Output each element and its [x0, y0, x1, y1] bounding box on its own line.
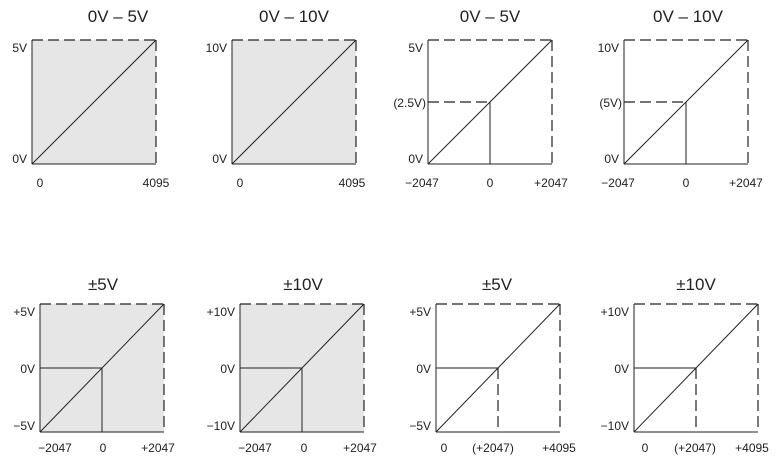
y-label-mid: (5V) [599, 96, 622, 110]
y-label-bottom: 0V [604, 152, 619, 166]
panel-unipolar-5v-offset: 0V – 5V 5V (2.5V) 0V −2047 0 +2047 [393, 7, 568, 190]
y-label-top: +10V [207, 305, 235, 319]
panel-unipolar-10v-offset: 0V – 10V 10V (5V) 0V −2047 0 +2047 [598, 7, 764, 190]
x-label-mid: 0 [301, 441, 308, 455]
panel-title: 0V – 5V [460, 7, 521, 26]
y-label-bottom: 0V [12, 152, 27, 166]
panel-bipolar-10v-unsigned: ±10V +10V 0V −10V 0 (+2047) +4095 [601, 275, 770, 455]
panel-title: ±10V [283, 275, 323, 294]
y-label-top: 10V [206, 41, 227, 55]
y-label-mid: 0V [614, 362, 629, 376]
y-label-top: 5V [408, 41, 423, 55]
x-label-mid: 0 [487, 176, 494, 190]
y-label-top: +5V [13, 305, 35, 319]
transfer-line [633, 303, 759, 433]
panel-title: 0V – 10V [653, 7, 724, 26]
x-label-right: +4095 [542, 441, 576, 455]
x-label-left: 0 [642, 441, 649, 455]
panel-bipolar-5v-shaded: ±5V +5V 0V −5V −2047 0 +2047 [13, 275, 175, 455]
x-label-left: 0 [237, 176, 244, 190]
panel-unipolar-10v-shaded: 0V – 10V 10V 0V 0 4095 [206, 7, 366, 190]
panel-title: 0V – 10V [259, 7, 330, 26]
transfer-line [239, 303, 365, 433]
transfer-line [39, 303, 165, 433]
x-label-right: +2047 [141, 441, 175, 455]
transfer-line [623, 39, 749, 165]
x-label-right: +4095 [735, 441, 769, 455]
x-label-right: +2047 [729, 176, 763, 190]
transfer-line [231, 39, 357, 165]
panel-title: 0V – 5V [88, 7, 149, 26]
panel-title: ±5V [88, 275, 119, 294]
x-label-mid: 0 [100, 441, 107, 455]
y-label-bottom: 0V [408, 152, 423, 166]
y-label-mid: 0V [220, 362, 235, 376]
y-label-mid: 0V [416, 362, 431, 376]
x-label-left: 0 [441, 441, 448, 455]
y-label-top: 10V [598, 41, 619, 55]
x-label-mid: (+2047) [472, 441, 514, 455]
x-label-left: −2047 [601, 176, 635, 190]
x-label-right: +2047 [534, 176, 568, 190]
y-label-bottom: 0V [212, 152, 227, 166]
y-label-top: 5V [12, 41, 27, 55]
x-label-right: 4095 [143, 176, 170, 190]
x-label-left: 0 [37, 176, 44, 190]
x-label-mid: 0 [683, 176, 690, 190]
y-label-bottom: −10V [601, 419, 629, 433]
x-label-mid: (+2047) [674, 441, 716, 455]
panel-bipolar-5v-unsigned: ±5V +5V 0V −5V 0 (+2047) +4095 [409, 275, 576, 455]
x-label-left: −2047 [405, 176, 439, 190]
y-label-bottom: −5V [13, 419, 35, 433]
transfer-line [427, 39, 553, 165]
y-label-top: +10V [601, 305, 629, 319]
y-label-mid: 0V [20, 362, 35, 376]
transfer-line [31, 39, 157, 165]
transfer-line [435, 303, 561, 433]
panel-title: ±10V [676, 275, 716, 294]
y-label-bottom: −5V [409, 419, 431, 433]
x-label-left: −2047 [38, 441, 72, 455]
x-label-right: 4095 [339, 176, 366, 190]
x-label-right: +2047 [343, 441, 377, 455]
y-label-bottom: −10V [207, 419, 235, 433]
y-label-mid: (2.5V) [393, 96, 426, 110]
y-label-top: +5V [409, 305, 431, 319]
x-label-left: −2047 [238, 441, 272, 455]
panel-unipolar-5v-shaded: 0V – 5V 5V 0V 0 4095 [12, 7, 169, 190]
panel-bipolar-10v-shaded: ±10V +10V 0V −10V −2047 0 +2047 [207, 275, 378, 455]
panel-title: ±5V [482, 275, 513, 294]
